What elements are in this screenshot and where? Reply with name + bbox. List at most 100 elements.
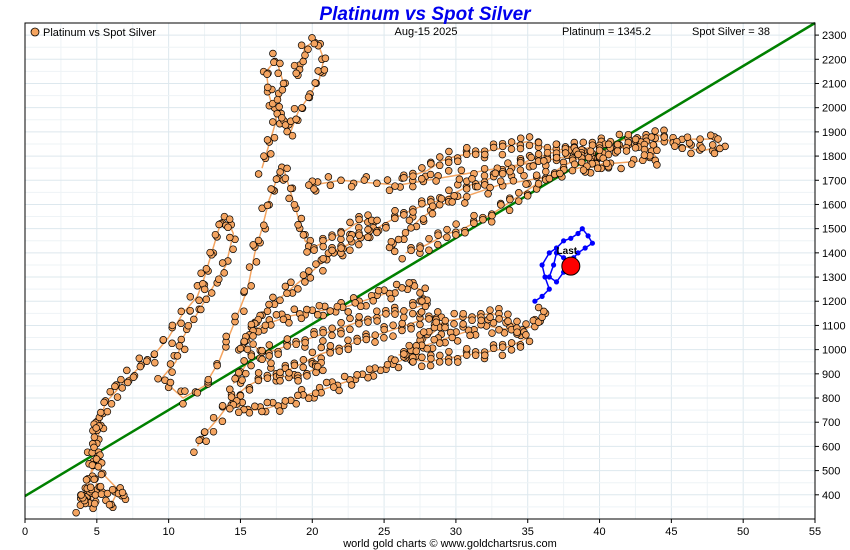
history-point bbox=[278, 114, 286, 122]
history-point bbox=[525, 133, 534, 141]
history-point bbox=[279, 315, 288, 324]
history-point bbox=[407, 246, 415, 255]
history-point bbox=[270, 133, 279, 142]
history-point bbox=[285, 369, 293, 377]
history-point bbox=[306, 274, 315, 282]
history-point bbox=[504, 310, 512, 319]
history-point bbox=[276, 296, 284, 304]
history-point bbox=[498, 150, 507, 159]
history-point bbox=[305, 181, 313, 189]
history-point bbox=[373, 216, 381, 225]
history-point bbox=[432, 318, 440, 327]
history-point bbox=[274, 69, 282, 78]
history-point bbox=[272, 311, 281, 319]
history-point bbox=[181, 387, 189, 395]
history-point bbox=[480, 164, 489, 173]
history-point bbox=[272, 175, 281, 183]
history-point bbox=[276, 168, 284, 176]
history-point bbox=[522, 180, 530, 188]
y-tick-label: 500 bbox=[822, 466, 840, 478]
history-point bbox=[577, 158, 586, 167]
history-point bbox=[434, 231, 442, 239]
history-point bbox=[249, 332, 257, 340]
recent-point bbox=[582, 245, 588, 251]
history-point bbox=[398, 326, 406, 335]
history-point bbox=[678, 144, 687, 153]
x-tick-label: 25 bbox=[378, 526, 390, 538]
history-point bbox=[220, 269, 228, 277]
history-point bbox=[444, 358, 453, 366]
history-point bbox=[236, 344, 245, 353]
history-point bbox=[226, 404, 234, 413]
history-point bbox=[516, 343, 525, 351]
history-point bbox=[463, 344, 471, 353]
history-point bbox=[584, 153, 593, 162]
history-point bbox=[504, 159, 512, 167]
history-point bbox=[96, 482, 105, 491]
history-point bbox=[706, 131, 715, 140]
history-point bbox=[513, 317, 521, 326]
history-point bbox=[532, 171, 541, 179]
history-point bbox=[319, 366, 327, 375]
history-point bbox=[304, 93, 313, 101]
history-point bbox=[337, 229, 345, 237]
history-point bbox=[426, 361, 435, 370]
history-point bbox=[457, 166, 466, 175]
history-point bbox=[103, 407, 112, 416]
history-point bbox=[254, 236, 263, 245]
history-point bbox=[462, 351, 471, 359]
history-point bbox=[651, 127, 659, 135]
history-point bbox=[335, 386, 343, 395]
history-point bbox=[209, 413, 218, 422]
history-point bbox=[391, 310, 399, 318]
history-point bbox=[305, 267, 313, 275]
y-tick-label: 800 bbox=[822, 393, 840, 405]
history-point bbox=[428, 209, 437, 218]
history-lines bbox=[78, 38, 724, 508]
history-point bbox=[574, 150, 582, 159]
history-point bbox=[175, 342, 184, 350]
recent-point bbox=[568, 235, 574, 241]
legend-label: Platinum vs Spot Silver bbox=[43, 27, 156, 39]
history-point bbox=[428, 202, 437, 210]
history-point bbox=[525, 141, 534, 150]
history-point bbox=[97, 470, 106, 479]
history-point bbox=[303, 305, 311, 314]
history-point bbox=[254, 369, 263, 377]
y-tick-label: 2300 bbox=[822, 30, 846, 42]
history-point bbox=[416, 320, 424, 329]
history-point bbox=[312, 260, 320, 268]
last-point: Last bbox=[557, 246, 581, 276]
history-point bbox=[299, 57, 307, 66]
history-point bbox=[179, 400, 187, 408]
history-point bbox=[570, 160, 579, 169]
y-tick-label: 2100 bbox=[822, 78, 846, 90]
x-tick-label: 50 bbox=[737, 526, 749, 538]
history-point bbox=[166, 378, 175, 387]
history-point bbox=[710, 149, 719, 158]
y-tick-label: 2000 bbox=[822, 103, 846, 115]
history-point bbox=[290, 361, 299, 370]
history-point bbox=[273, 109, 281, 118]
recent-point bbox=[579, 226, 585, 232]
grid bbox=[24, 23, 816, 519]
history-point bbox=[297, 314, 306, 323]
history-point bbox=[200, 428, 209, 436]
history-point bbox=[324, 173, 333, 181]
history-point bbox=[382, 310, 390, 318]
history-point bbox=[311, 79, 319, 87]
history-point bbox=[454, 157, 462, 166]
history-point bbox=[281, 397, 290, 405]
history-point bbox=[290, 305, 299, 314]
history-point bbox=[225, 215, 234, 223]
history-point bbox=[405, 341, 413, 350]
history-point bbox=[290, 104, 299, 113]
y-tick-label: 1700 bbox=[822, 175, 846, 187]
history-point bbox=[286, 184, 295, 193]
history-point bbox=[498, 343, 507, 351]
history-point bbox=[579, 138, 588, 147]
y-tick-label: 1100 bbox=[822, 320, 846, 332]
history-point bbox=[400, 211, 408, 219]
history-point bbox=[448, 333, 456, 342]
history-point bbox=[267, 359, 275, 367]
